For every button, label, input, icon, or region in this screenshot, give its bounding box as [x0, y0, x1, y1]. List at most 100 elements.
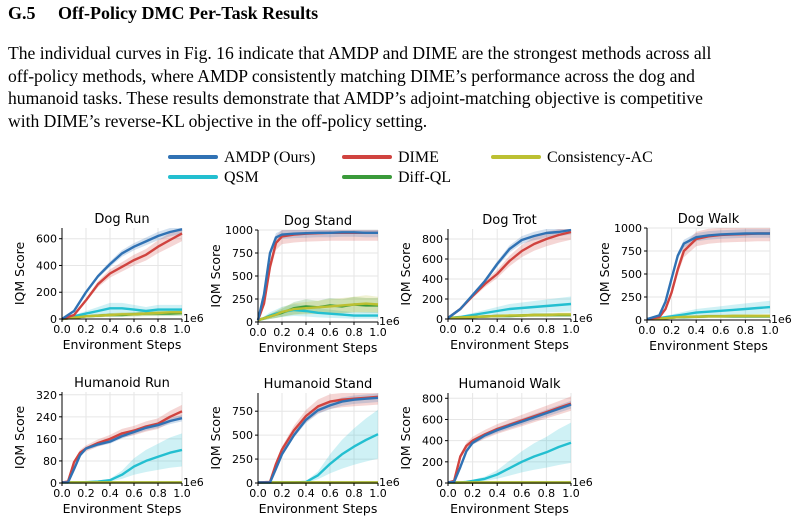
confidence-band-diff-ql: [258, 296, 378, 322]
x-axis-label: Environment Steps: [63, 337, 182, 352]
x-tick-label: 0.0: [249, 487, 267, 500]
chart-title: Humanoid Run: [74, 376, 170, 391]
y-tick-label: 200: [36, 286, 57, 299]
chart-panel-humanoid-run: 0.0 0.2 0.4 0.6 0.8 1.0 0 80 160 240 320 1e6 Humanoi…: [12, 376, 204, 516]
y-tick-label: 500: [621, 268, 642, 281]
x-axis-multiplier: 1e6: [183, 312, 204, 325]
x-tick-label: 0.8: [149, 323, 167, 336]
chart-title: Dog Run: [94, 212, 149, 227]
legend-label: Diff-QL: [398, 169, 451, 186]
series-line-consistency-ac: [257, 302, 379, 322]
series-line-amdp-ours: [646, 232, 770, 321]
x-tick-label: 0.0: [53, 487, 71, 500]
chart-panel-humanoid-stand: 0.0 0.2 0.4 0.6 0.8 1.0 0 250 500 750 1e6 Humanoid …: [208, 377, 400, 516]
y-tick-label: 750: [232, 405, 253, 418]
x-axis-multiplier: 1e6: [572, 312, 593, 325]
x-tick-label: 0.2: [273, 326, 291, 339]
y-tick-label: 800: [422, 392, 443, 405]
x-axis-label: Environment Steps: [450, 501, 569, 516]
paragraph-line: with DIME’s reverse-KL objective in the …: [8, 111, 428, 132]
chart-title: Humanoid Stand: [264, 377, 373, 392]
y-tick-label: 200: [422, 293, 443, 306]
paragraph-line: humanoid tasks. These results demonstrat…: [8, 88, 703, 109]
section-title: Off-Policy DMC Per-Task Results: [58, 3, 319, 23]
chart-panel-dog-stand: 0.0 0.2 0.4 0.6 0.8 1.0 0 250 500 750 1000 1e6 Dog S…: [208, 214, 400, 355]
y-tick-label: 0: [246, 316, 253, 329]
y-axis-label: IQM Score: [12, 242, 27, 306]
x-axis-multiplier: 1e6: [379, 315, 400, 328]
y-tick-label: 600: [422, 253, 443, 266]
x-axis-label: Environment Steps: [259, 340, 378, 355]
series-line-consistency-ac: [447, 313, 571, 320]
x-axis-multiplier: 1e6: [771, 313, 792, 326]
y-tick-label: 80: [43, 455, 57, 468]
y-tick-label: 250: [232, 453, 253, 466]
confidence-band-qsm: [258, 409, 378, 483]
x-tick-label: 0.2: [663, 324, 681, 337]
chart-panel-dog-trot: 0.0 0.2 0.4 0.6 0.8 1.0 0 200 400 600 800 1e6 Dog Tr…: [398, 213, 593, 352]
x-axis-multiplier: 1e6: [183, 476, 204, 489]
y-tick-label: 400: [36, 259, 57, 272]
body-paragraph: The individual curves in Fig. 16 indicat…: [8, 42, 800, 133]
series-line-qsm: [447, 302, 572, 320]
series-line-amdp-ours: [256, 231, 378, 321]
x-tick-label: 0.0: [53, 323, 71, 336]
series-line-dime: [61, 232, 183, 321]
x-tick-label: 0.0: [439, 487, 457, 500]
x-tick-label: 0.6: [712, 324, 730, 337]
y-tick-label: 600: [36, 233, 57, 246]
chart-title: Humanoid Walk: [459, 377, 561, 392]
chart-panel-dog-run: 0.0 0.2 0.4 0.6 0.8 1.0 0 200 400 600 1e6 Dog Run En…: [12, 212, 204, 352]
chart-panel-dog-walk: 0.0 0.2 0.4 0.6 0.8 1.0 0 250 500 750 1000 1e6 Dog W…: [597, 212, 792, 353]
x-tick-label: 0.2: [464, 487, 482, 500]
x-tick-label: 0.6: [513, 487, 531, 500]
series-line-amdp-ours: [62, 417, 183, 484]
y-tick-label: 240: [36, 411, 57, 424]
series-line-amdp-ours: [447, 228, 572, 319]
x-tick-label: 0.2: [464, 323, 482, 336]
x-tick-label: 0.8: [538, 487, 556, 500]
paragraph-line: off-policy methods, where AMDP consisten…: [8, 65, 695, 86]
y-tick-label: 800: [422, 233, 443, 246]
series-line-consistency-ac: [646, 314, 770, 321]
x-tick-label: 0.8: [737, 324, 755, 337]
x-tick-label: 0.4: [687, 324, 705, 337]
series-line-amdp-ours: [447, 403, 572, 484]
chart-title: Dog Stand: [284, 214, 352, 229]
y-tick-label: 0: [50, 477, 57, 490]
y-tick-label: 400: [422, 435, 443, 448]
x-tick-label: 0.4: [101, 323, 119, 336]
y-tick-label: 0: [436, 313, 443, 326]
x-tick-label: 0.8: [345, 487, 363, 500]
x-tick-label: 1.0: [173, 323, 191, 336]
y-axis-label: IQM Score: [398, 406, 413, 470]
x-tick-label: 0.2: [77, 323, 95, 336]
series-line-amdp-ours: [258, 396, 379, 484]
y-tick-label: 600: [422, 413, 443, 426]
x-tick-label: 1.0: [562, 487, 580, 500]
y-axis-label: IQM Score: [208, 406, 223, 470]
y-axis-label: IQM Score: [398, 242, 413, 306]
y-tick-label: 200: [422, 456, 443, 469]
y-axis-label: IQM Score: [12, 406, 27, 470]
chart-panel-humanoid-walk: 0.0 0.2 0.4 0.6 0.8 1.0 0 200 400 600 800 1e6 Humano…: [398, 377, 593, 516]
chart-panels: 0.0 0.2 0.4 0.6 0.8 1.0 0 200 400 600 1e6 Dog Run En…: [12, 212, 792, 516]
legend-label: AMDP (Ours): [224, 149, 315, 166]
confidence-band-dime: [258, 230, 378, 322]
y-tick-label: 1000: [225, 224, 253, 237]
x-tick-label: 0.6: [321, 326, 339, 339]
y-tick-label: 250: [621, 291, 642, 304]
series-line-qsm: [61, 307, 182, 321]
y-tick-label: 160: [36, 433, 57, 446]
y-tick-label: 400: [422, 273, 443, 286]
y-tick-label: 750: [621, 245, 642, 258]
paragraph-line: The individual curves in Fig. 16 indicat…: [8, 43, 712, 63]
x-axis-label: Environment Steps: [63, 501, 182, 516]
confidence-band-dime: [647, 228, 770, 320]
x-tick-label: 0.8: [149, 487, 167, 500]
x-tick-label: 1.0: [369, 326, 387, 339]
x-tick-label: 0.6: [513, 323, 531, 336]
x-tick-label: 0.6: [125, 487, 143, 500]
x-tick-label: 0.4: [297, 487, 315, 500]
